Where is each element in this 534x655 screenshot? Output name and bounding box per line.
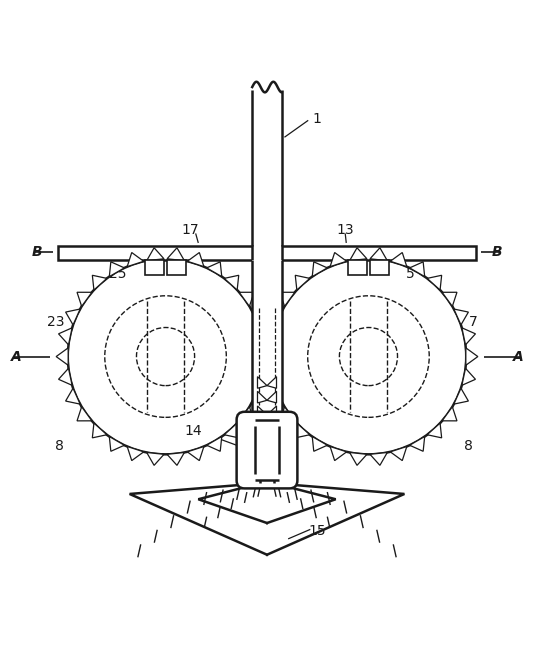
Polygon shape <box>127 447 144 460</box>
Text: 8: 8 <box>56 440 64 453</box>
Polygon shape <box>239 407 254 421</box>
Polygon shape <box>442 292 457 307</box>
Polygon shape <box>147 453 164 465</box>
Text: 14: 14 <box>184 424 202 438</box>
Polygon shape <box>252 260 282 420</box>
Polygon shape <box>109 436 124 451</box>
Polygon shape <box>259 328 272 345</box>
Polygon shape <box>370 453 387 465</box>
Polygon shape <box>462 328 475 345</box>
Polygon shape <box>280 407 295 421</box>
Polygon shape <box>262 368 275 385</box>
Polygon shape <box>267 391 277 403</box>
Text: A: A <box>11 350 21 364</box>
Polygon shape <box>330 253 347 267</box>
Polygon shape <box>187 447 204 460</box>
Text: B: B <box>32 246 42 259</box>
Text: 15: 15 <box>309 524 326 538</box>
Polygon shape <box>410 436 425 451</box>
Circle shape <box>271 259 466 455</box>
Polygon shape <box>92 423 107 438</box>
Polygon shape <box>59 328 72 345</box>
Polygon shape <box>147 248 164 261</box>
Polygon shape <box>77 407 92 421</box>
Text: 7: 7 <box>469 315 477 329</box>
Polygon shape <box>427 423 442 438</box>
Polygon shape <box>466 348 478 365</box>
Polygon shape <box>371 260 389 274</box>
Polygon shape <box>187 253 204 267</box>
Polygon shape <box>312 436 327 451</box>
Polygon shape <box>295 275 310 290</box>
Polygon shape <box>410 262 425 276</box>
Text: 13: 13 <box>336 223 354 236</box>
Polygon shape <box>257 406 267 418</box>
Polygon shape <box>259 348 271 365</box>
Polygon shape <box>390 447 407 460</box>
Polygon shape <box>282 246 476 260</box>
Polygon shape <box>251 309 265 325</box>
Text: B: B <box>492 246 502 259</box>
Polygon shape <box>224 423 239 438</box>
Polygon shape <box>127 253 144 267</box>
Polygon shape <box>427 275 442 290</box>
Polygon shape <box>59 368 72 385</box>
Polygon shape <box>77 292 92 307</box>
Polygon shape <box>58 246 252 260</box>
Polygon shape <box>267 406 277 418</box>
Polygon shape <box>56 348 68 365</box>
Polygon shape <box>348 260 366 274</box>
Text: 8: 8 <box>465 440 473 453</box>
Polygon shape <box>390 253 407 267</box>
Polygon shape <box>167 248 184 261</box>
Polygon shape <box>370 248 387 261</box>
Polygon shape <box>257 391 267 403</box>
Text: 23: 23 <box>47 315 65 329</box>
Polygon shape <box>454 309 468 325</box>
Text: 3: 3 <box>376 260 385 274</box>
Polygon shape <box>350 453 367 465</box>
Polygon shape <box>312 262 327 276</box>
Polygon shape <box>269 388 283 404</box>
Polygon shape <box>145 260 163 274</box>
Polygon shape <box>259 368 272 385</box>
Polygon shape <box>167 453 184 465</box>
Polygon shape <box>66 309 80 325</box>
Polygon shape <box>66 388 80 404</box>
Text: 19: 19 <box>145 260 162 274</box>
Polygon shape <box>267 377 277 388</box>
Text: 17: 17 <box>182 223 199 236</box>
Polygon shape <box>454 388 468 404</box>
Text: 1: 1 <box>313 112 321 126</box>
Polygon shape <box>92 275 107 290</box>
Polygon shape <box>330 447 347 460</box>
Polygon shape <box>442 407 457 421</box>
Text: 5: 5 <box>406 267 415 280</box>
Polygon shape <box>251 388 265 404</box>
Polygon shape <box>263 348 275 365</box>
Polygon shape <box>269 309 283 325</box>
Polygon shape <box>239 292 254 307</box>
Polygon shape <box>224 275 239 290</box>
Circle shape <box>68 259 263 455</box>
Polygon shape <box>262 328 275 345</box>
Text: 25: 25 <box>109 267 127 280</box>
Text: A: A <box>513 350 523 364</box>
Polygon shape <box>207 436 222 451</box>
FancyBboxPatch shape <box>237 412 297 489</box>
Polygon shape <box>295 423 310 438</box>
Polygon shape <box>207 262 222 276</box>
Polygon shape <box>462 368 475 385</box>
Polygon shape <box>168 260 186 274</box>
Polygon shape <box>109 262 124 276</box>
Polygon shape <box>280 292 295 307</box>
Polygon shape <box>350 248 367 261</box>
Polygon shape <box>257 377 267 388</box>
